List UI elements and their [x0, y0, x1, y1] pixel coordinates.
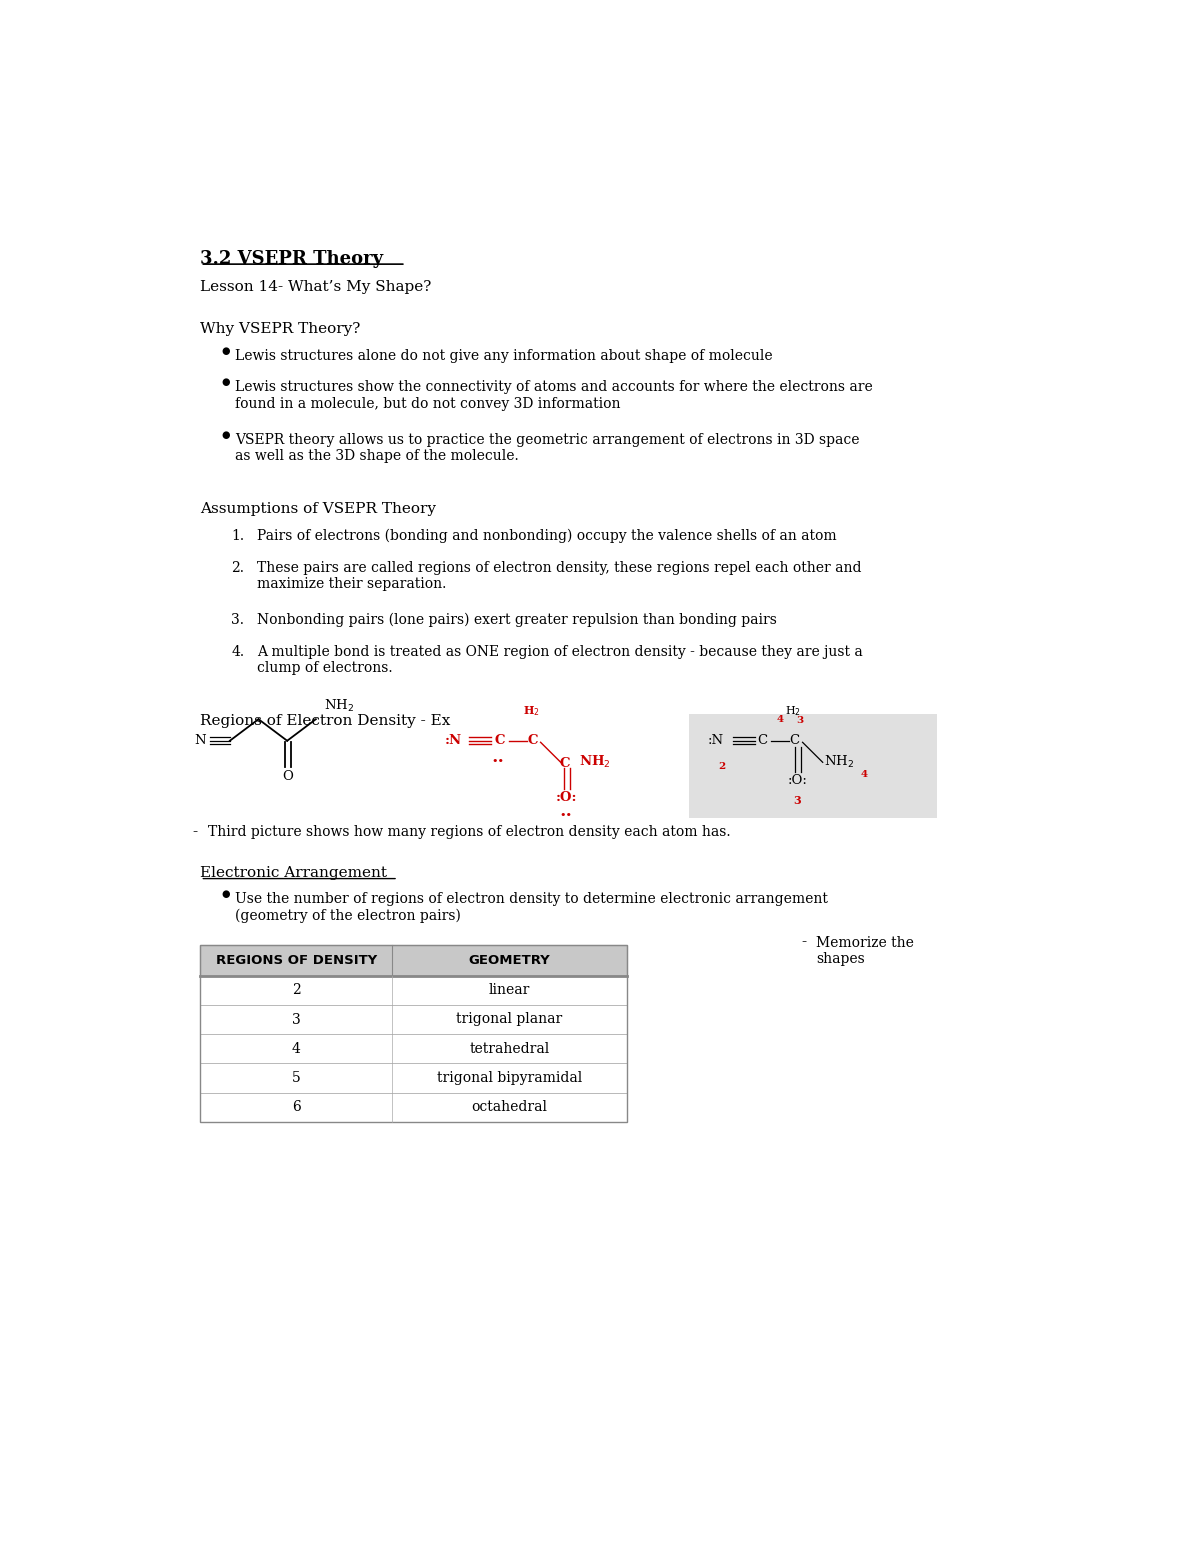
Text: These pairs are called regions of electron density, these regions repel each oth: These pairs are called regions of electr… — [257, 561, 862, 590]
Text: trigonal planar: trigonal planar — [456, 1013, 563, 1027]
Text: VSEPR theory allows us to practice the geometric arrangement of electrons in 3D : VSEPR theory allows us to practice the g… — [235, 433, 859, 463]
Bar — [200, 944, 626, 975]
Text: linear: linear — [488, 983, 530, 997]
Text: C: C — [528, 735, 538, 747]
Text: 4: 4 — [776, 714, 784, 724]
Text: Lewis structures show the connectivity of atoms and accounts for where the elect: Lewis structures show the connectivity o… — [235, 380, 874, 410]
Text: N: N — [194, 735, 206, 747]
Bar — [200, 1064, 626, 1093]
Text: ●: ● — [221, 346, 230, 356]
FancyBboxPatch shape — [689, 714, 937, 818]
Text: octahedral: octahedral — [472, 1100, 547, 1115]
Text: -: - — [193, 826, 198, 840]
Text: A multiple bond is treated as ONE region of electron density - because they are : A multiple bond is treated as ONE region… — [257, 644, 863, 674]
Text: tetrahedral: tetrahedral — [469, 1042, 550, 1056]
Text: Lesson 14- What’s My Shape?: Lesson 14- What’s My Shape? — [200, 280, 432, 294]
Text: NH$_2$: NH$_2$ — [324, 697, 354, 714]
Text: :O:: :O: — [556, 790, 577, 804]
Text: 6: 6 — [292, 1100, 301, 1115]
Text: 4: 4 — [292, 1042, 301, 1056]
Text: Lewis structures alone do not give any information about shape of molecule: Lewis structures alone do not give any i… — [235, 349, 773, 363]
Text: Nonbonding pairs (lone pairs) exert greater repulsion than bonding pairs: Nonbonding pairs (lone pairs) exert grea… — [257, 613, 776, 627]
Text: Electronic Arrangement: Electronic Arrangement — [200, 865, 388, 879]
Text: ••: •• — [559, 811, 572, 820]
Text: Regions of Electron Density - Ex: Regions of Electron Density - Ex — [200, 714, 451, 728]
Bar — [200, 975, 626, 1005]
Bar — [200, 1093, 626, 1121]
Text: C: C — [494, 735, 505, 747]
Text: Pairs of electrons (bonding and nonbonding) occupy the valence shells of an atom: Pairs of electrons (bonding and nonbondi… — [257, 530, 836, 544]
Bar — [200, 944, 626, 1121]
Text: Assumptions of VSEPR Theory: Assumptions of VSEPR Theory — [200, 502, 437, 516]
Text: ●: ● — [221, 430, 230, 439]
Text: 3: 3 — [796, 716, 803, 725]
Text: REGIONS OF DENSITY: REGIONS OF DENSITY — [216, 954, 377, 966]
Text: O: O — [282, 770, 293, 783]
Text: 3.2 VSEPR Theory: 3.2 VSEPR Theory — [200, 250, 384, 269]
Text: 3: 3 — [292, 1013, 301, 1027]
Text: :O:: :O: — [787, 773, 808, 787]
Text: ••: •• — [492, 756, 504, 766]
Text: Memorize the
shapes: Memorize the shapes — [816, 935, 914, 966]
Text: -: - — [802, 935, 806, 949]
Text: 5: 5 — [292, 1072, 301, 1086]
Text: H$_2$: H$_2$ — [523, 704, 540, 717]
Text: C: C — [559, 758, 570, 770]
Text: NH$_2$: NH$_2$ — [824, 755, 854, 770]
Text: H$_2$: H$_2$ — [785, 704, 802, 717]
Text: 2: 2 — [719, 763, 726, 772]
Text: C: C — [757, 735, 767, 747]
Text: trigonal bipyramidal: trigonal bipyramidal — [437, 1072, 582, 1086]
Bar — [200, 1005, 626, 1034]
Text: :N: :N — [444, 735, 462, 747]
Text: 3.: 3. — [232, 613, 245, 627]
Text: 4: 4 — [860, 770, 868, 780]
Text: 2.: 2. — [232, 561, 245, 575]
Text: Why VSEPR Theory?: Why VSEPR Theory? — [200, 321, 361, 335]
Text: ●: ● — [221, 890, 230, 899]
Text: ●: ● — [221, 377, 230, 387]
Text: 1.: 1. — [232, 530, 245, 544]
Text: C: C — [790, 735, 799, 747]
Text: GEOMETRY: GEOMETRY — [468, 954, 551, 966]
Text: NH$_2$: NH$_2$ — [580, 755, 611, 770]
Text: Third picture shows how many regions of electron density each atom has.: Third picture shows how many regions of … — [208, 826, 731, 840]
Text: 4.: 4. — [232, 644, 245, 658]
Bar — [200, 1034, 626, 1064]
Text: 3: 3 — [793, 795, 802, 806]
Text: Use the number of regions of electron density to determine electronic arrangemen: Use the number of regions of electron de… — [235, 893, 828, 922]
Text: :N: :N — [708, 735, 724, 747]
Text: 2: 2 — [292, 983, 301, 997]
